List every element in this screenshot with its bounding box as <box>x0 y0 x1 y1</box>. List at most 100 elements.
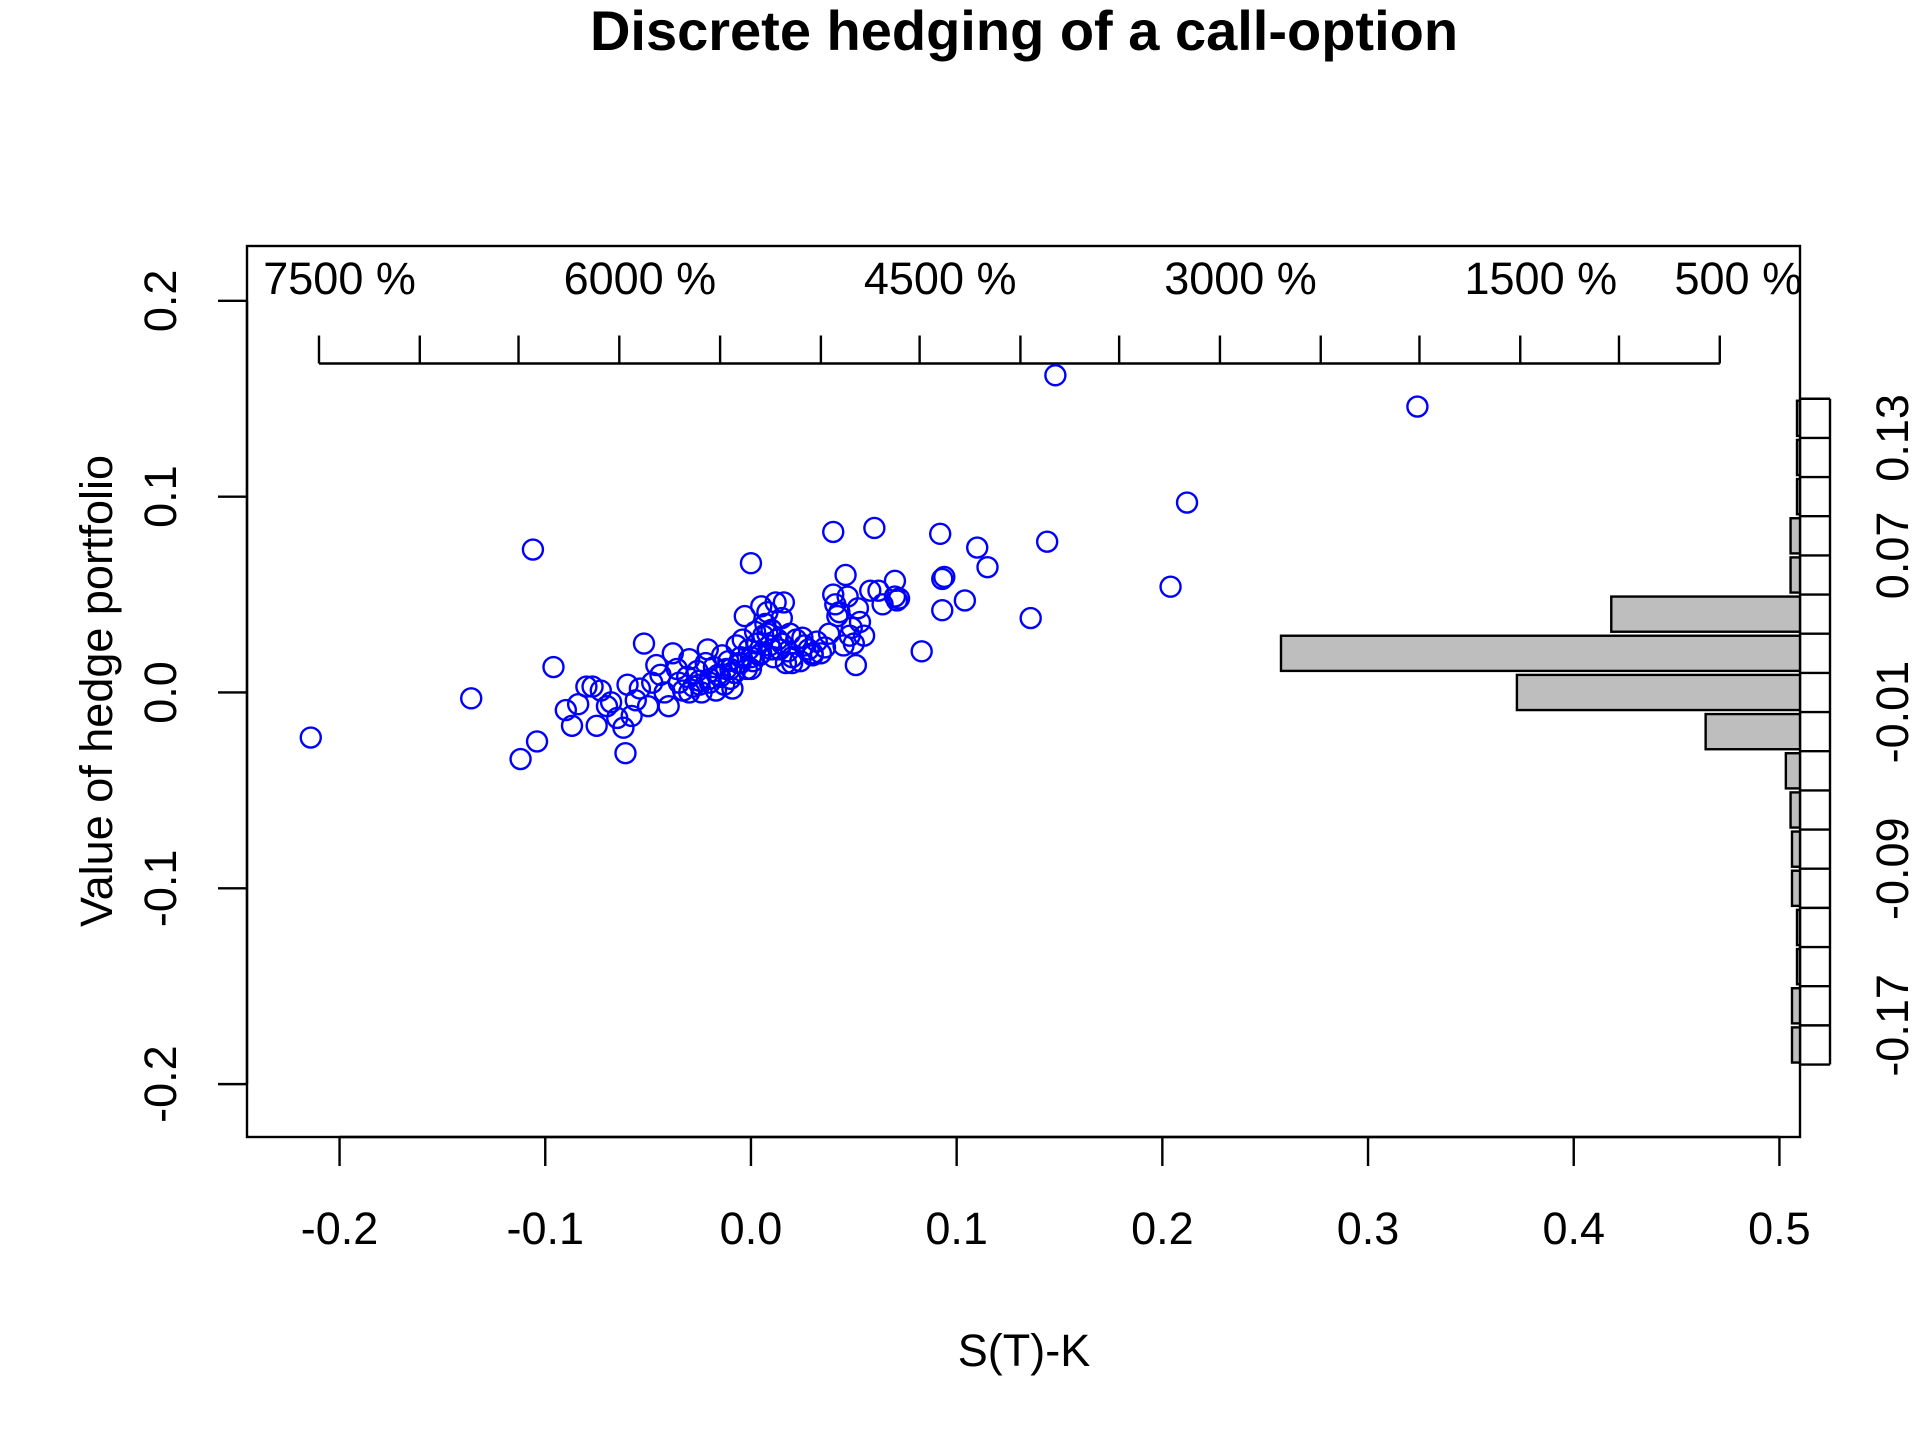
y-axis-label: Value of hedge portfolio <box>71 455 122 927</box>
histogram-bar <box>1790 987 1802 1025</box>
top-axis-label: 3000 % <box>1164 253 1317 304</box>
x-tick-label: 0.3 <box>1337 1203 1400 1254</box>
scatter-point <box>801 642 824 665</box>
top-axis-label: 6000 % <box>564 253 717 304</box>
scatter-point <box>460 687 483 710</box>
scatter-point <box>846 597 870 620</box>
x-tick-label: 0.2 <box>1131 1203 1194 1254</box>
scatter-point <box>772 591 796 614</box>
scatter-point <box>791 626 814 649</box>
scatter-point <box>1406 395 1429 418</box>
y-tick-label: 0.0 <box>135 661 186 724</box>
scatter-point <box>822 520 845 544</box>
histogram-bar <box>1795 908 1802 947</box>
scatter-point <box>1175 491 1199 514</box>
scatter-point <box>688 673 711 696</box>
scatter-point <box>885 589 909 612</box>
scatter-point <box>599 691 623 714</box>
right-axis: -0.17 -0.09 -0.01 0.07 0.13 <box>1800 394 1918 1077</box>
scatter-point <box>966 536 989 559</box>
histogram-bar <box>1789 791 1802 829</box>
x-tick-label: 0.0 <box>720 1203 783 1254</box>
histogram <box>1279 399 1802 1064</box>
scatter-point <box>852 624 876 647</box>
scatter-point <box>867 579 890 602</box>
scatter-point <box>645 653 668 677</box>
scatter-point <box>931 567 954 591</box>
y-tick-label: -0.2 <box>135 1045 186 1123</box>
scatter-point <box>834 563 857 587</box>
scatter-point <box>554 698 578 722</box>
histogram-bar <box>1795 477 1802 516</box>
scatter-point <box>789 649 812 673</box>
scatter-point <box>780 651 804 675</box>
histogram-bar <box>1790 1026 1802 1064</box>
scatter-point <box>299 726 322 749</box>
right-axis-tick-label: -0.01 <box>1867 661 1918 764</box>
scatter-point <box>1035 530 1059 553</box>
scatter-point <box>844 653 868 677</box>
x-tick-label: -0.1 <box>506 1203 584 1254</box>
top-axis-label: 7500 % <box>263 253 416 304</box>
scatter-point <box>616 673 639 696</box>
scatter-point <box>756 622 779 645</box>
right-axis-tick-label: 0.13 <box>1867 394 1918 482</box>
top-axis-label: 4500 % <box>864 253 1017 304</box>
histogram-bar <box>1795 399 1802 438</box>
x-tick-label: 0.1 <box>925 1203 988 1254</box>
scatter-point <box>614 741 637 765</box>
y-tick-label: 0.2 <box>135 270 186 333</box>
top-axis-label: 1500 % <box>1465 253 1618 304</box>
right-axis-tick-label: 0.07 <box>1867 512 1918 600</box>
scatter-point <box>1019 606 1042 630</box>
scatter-point <box>560 714 584 737</box>
scatter-point <box>848 610 872 634</box>
x-tick-label: 0.4 <box>1542 1203 1605 1254</box>
scatter-point <box>910 640 933 663</box>
scatter-points <box>299 364 1429 771</box>
histogram-bar <box>1789 556 1802 594</box>
x-tick-label: -0.2 <box>301 1203 379 1254</box>
scatter-point <box>797 638 820 661</box>
histogram-bar <box>1784 752 1802 790</box>
scatter-point <box>764 591 787 614</box>
x-axis: -0.2 -0.1 0.0 0.1 0.2 0.3 0.4 0.5 <box>301 1135 1811 1254</box>
scatter-point <box>620 704 643 728</box>
chart-title: Discrete hedging of a call-option <box>590 0 1458 62</box>
top-scale-axis: 7500 % 6000 % 4500 % 3000 % 1500 % 500 % <box>263 253 1802 365</box>
scatter-point <box>649 663 672 687</box>
scatter-point <box>575 675 598 698</box>
scatter-point <box>750 642 773 665</box>
scatter-point <box>657 694 680 718</box>
scatter-point <box>733 604 756 628</box>
scatter-point <box>928 522 952 546</box>
scatter-point <box>624 689 647 712</box>
scatter-point <box>933 565 956 589</box>
histogram-bar <box>1795 438 1802 477</box>
scatter-point <box>542 655 565 679</box>
right-axis-tick-label: -0.17 <box>1867 974 1918 1077</box>
scatter-point <box>813 636 837 659</box>
scatter-point <box>754 612 777 636</box>
scatter-point <box>739 552 763 575</box>
scatter-point <box>953 589 977 612</box>
scatter-point <box>976 555 999 579</box>
histogram-bar <box>1610 595 1802 633</box>
scatter-point <box>871 593 894 616</box>
scatter-point <box>678 647 701 671</box>
scatter-point <box>723 661 746 685</box>
y-tick-label: 0.1 <box>135 465 186 528</box>
x-axis-label: S(T)-K <box>958 1325 1090 1376</box>
scatter-point <box>1044 364 1067 387</box>
scatter-point <box>509 747 532 771</box>
scatter-point <box>887 587 911 610</box>
scatter-point <box>628 677 652 700</box>
scatter-point <box>566 693 590 716</box>
scatter-point <box>585 714 608 737</box>
histogram-bar <box>1790 869 1802 908</box>
histogram-bar <box>1790 830 1802 868</box>
top-axis-label: 500 % <box>1674 253 1802 304</box>
histogram-bar <box>1795 947 1802 986</box>
scatter-point <box>661 642 684 665</box>
